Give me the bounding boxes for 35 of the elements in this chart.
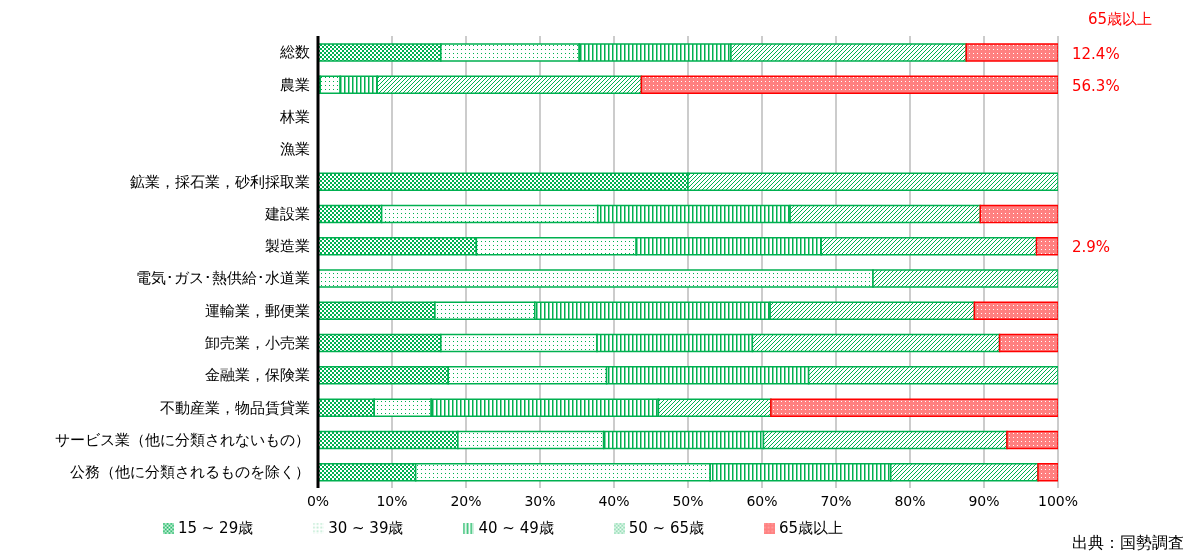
y-tick-label: 鉱業，採石業，砂利採取業: [130, 172, 310, 191]
x-tick-label: 0%: [306, 492, 330, 509]
x-tick-label: 70%: [820, 492, 852, 509]
y-tick-label: 総数: [279, 43, 310, 62]
y-tick-label: 漁業: [280, 140, 310, 159]
x-tick-label: 40%: [598, 492, 630, 509]
x-tick-label: 20%: [450, 492, 482, 509]
y-tick-label: 農業: [280, 75, 310, 94]
y-tick-label: 建設業: [264, 204, 310, 223]
x-tick-label: 30%: [524, 492, 556, 509]
y-tick-label: 林業: [279, 108, 310, 127]
y-tick-label: 金融業，保険業: [205, 366, 310, 385]
legend-label: 65歳以上: [779, 519, 844, 537]
legend-label: 40 ~ 49歳: [478, 519, 554, 537]
x-tick-label: 10%: [376, 492, 408, 509]
y-tick-label: 公務（他に分類されるものを除く）: [70, 463, 310, 482]
data-label: 56.3%: [1072, 76, 1120, 95]
data-label: 2.9%: [1072, 238, 1111, 257]
legend-label: 30 ~ 39歳: [328, 519, 404, 537]
text: 65歳以上: [1087, 10, 1152, 29]
x-tick-label: 90%: [968, 492, 1000, 509]
x-tick-label: 100%: [1037, 492, 1079, 509]
x-tick-label: 80%: [894, 492, 926, 509]
legend-label: 50 ~ 65歳: [628, 519, 705, 537]
x-tick-label: 50%: [672, 492, 704, 509]
y-tick-label: 運輸業，郵便業: [205, 301, 310, 320]
y-tick-label: 製造業: [265, 237, 310, 256]
y-tick-label: 卸売業，小売業: [205, 334, 310, 353]
x-tick-label: 60%: [746, 492, 778, 509]
source-note: 出典：国勢調査: [1072, 533, 1184, 554]
y-tick-label: 不動産業，物品賃貸業: [160, 398, 310, 417]
legend-label: 15 ~ 29歳: [177, 519, 254, 537]
data-label: 12.4%: [1072, 44, 1120, 63]
y-tick-label: 電気･ガス･熱供給･水道業: [136, 269, 310, 288]
y-tick-label: サービス業（他に分類されないもの）: [55, 430, 310, 449]
